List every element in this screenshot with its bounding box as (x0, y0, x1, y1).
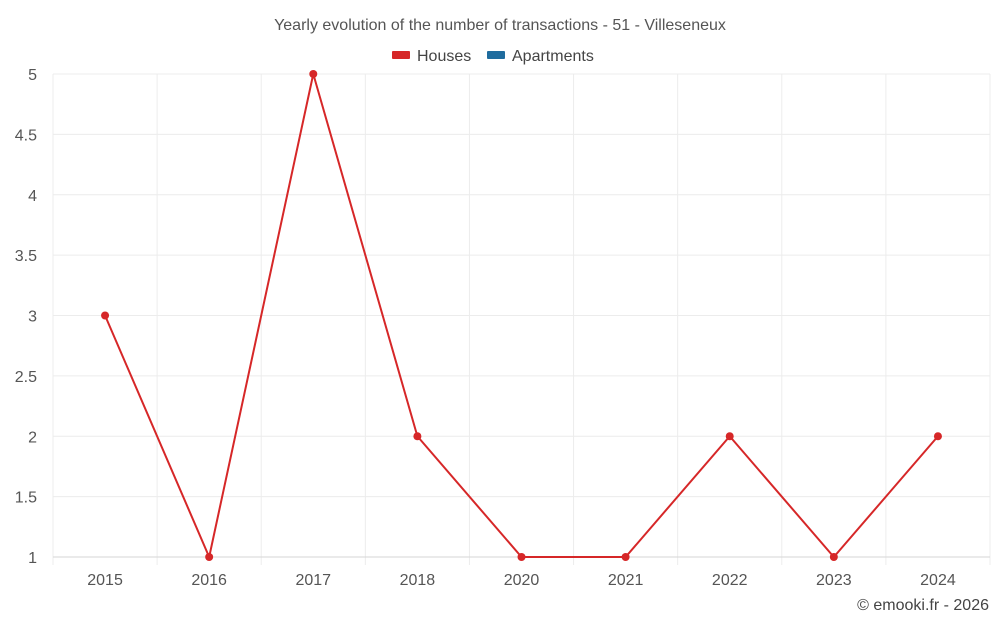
x-axis-ticks: 2015 2016 2017 2018 2020 2021 2022 2023 2024 (87, 572, 956, 589)
y-tick-label: 1.5 (15, 490, 37, 507)
x-tick-label: 2022 (712, 572, 748, 589)
y-tick-label: 3.5 (15, 248, 37, 265)
x-tick-label: 2021 (608, 572, 644, 589)
y-tick-label: 4 (28, 188, 37, 205)
y-tick-label: 2.5 (15, 369, 37, 386)
legend-label-houses[interactable]: Houses (417, 48, 471, 65)
data-point[interactable] (101, 311, 110, 320)
series-layer (101, 70, 942, 561)
data-point[interactable] (517, 553, 526, 561)
y-tick-label: 5 (28, 67, 37, 84)
legend-swatch-apartments (487, 51, 505, 59)
data-point[interactable] (309, 70, 318, 78)
data-point[interactable] (413, 432, 422, 441)
y-tick-label: 1 (28, 550, 37, 567)
legend-swatch-houses (392, 51, 410, 59)
chart-title: Yearly evolution of the number of transa… (274, 17, 726, 34)
x-tick-label: 2023 (816, 572, 852, 589)
y-tick-label: 4.5 (15, 127, 37, 144)
x-tick-label: 2017 (295, 572, 331, 589)
data-point[interactable] (725, 432, 734, 441)
legend-label-apartments[interactable]: Apartments (512, 48, 594, 65)
x-tick-label: 2018 (400, 572, 436, 589)
x-tick-label: 2016 (191, 572, 227, 589)
y-axis-ticks: 1 1.5 2 2.5 3 3.5 4 4.5 5 (15, 67, 37, 567)
data-point[interactable] (829, 553, 838, 561)
y-tick-label: 3 (28, 309, 37, 326)
data-point[interactable] (933, 432, 942, 441)
x-tick-label: 2024 (920, 572, 956, 589)
x-gridlines (52, 74, 991, 565)
x-tick-label: 2015 (87, 572, 123, 589)
data-point[interactable] (205, 553, 214, 561)
data-point[interactable] (621, 553, 630, 561)
legend: Houses Apartments (392, 48, 594, 65)
y-tick-label: 2 (28, 429, 37, 446)
credit-text: © emooki.fr - 2026 (857, 597, 989, 614)
y-gridlines (53, 73, 990, 498)
x-tick-label: 2020 (504, 572, 540, 589)
